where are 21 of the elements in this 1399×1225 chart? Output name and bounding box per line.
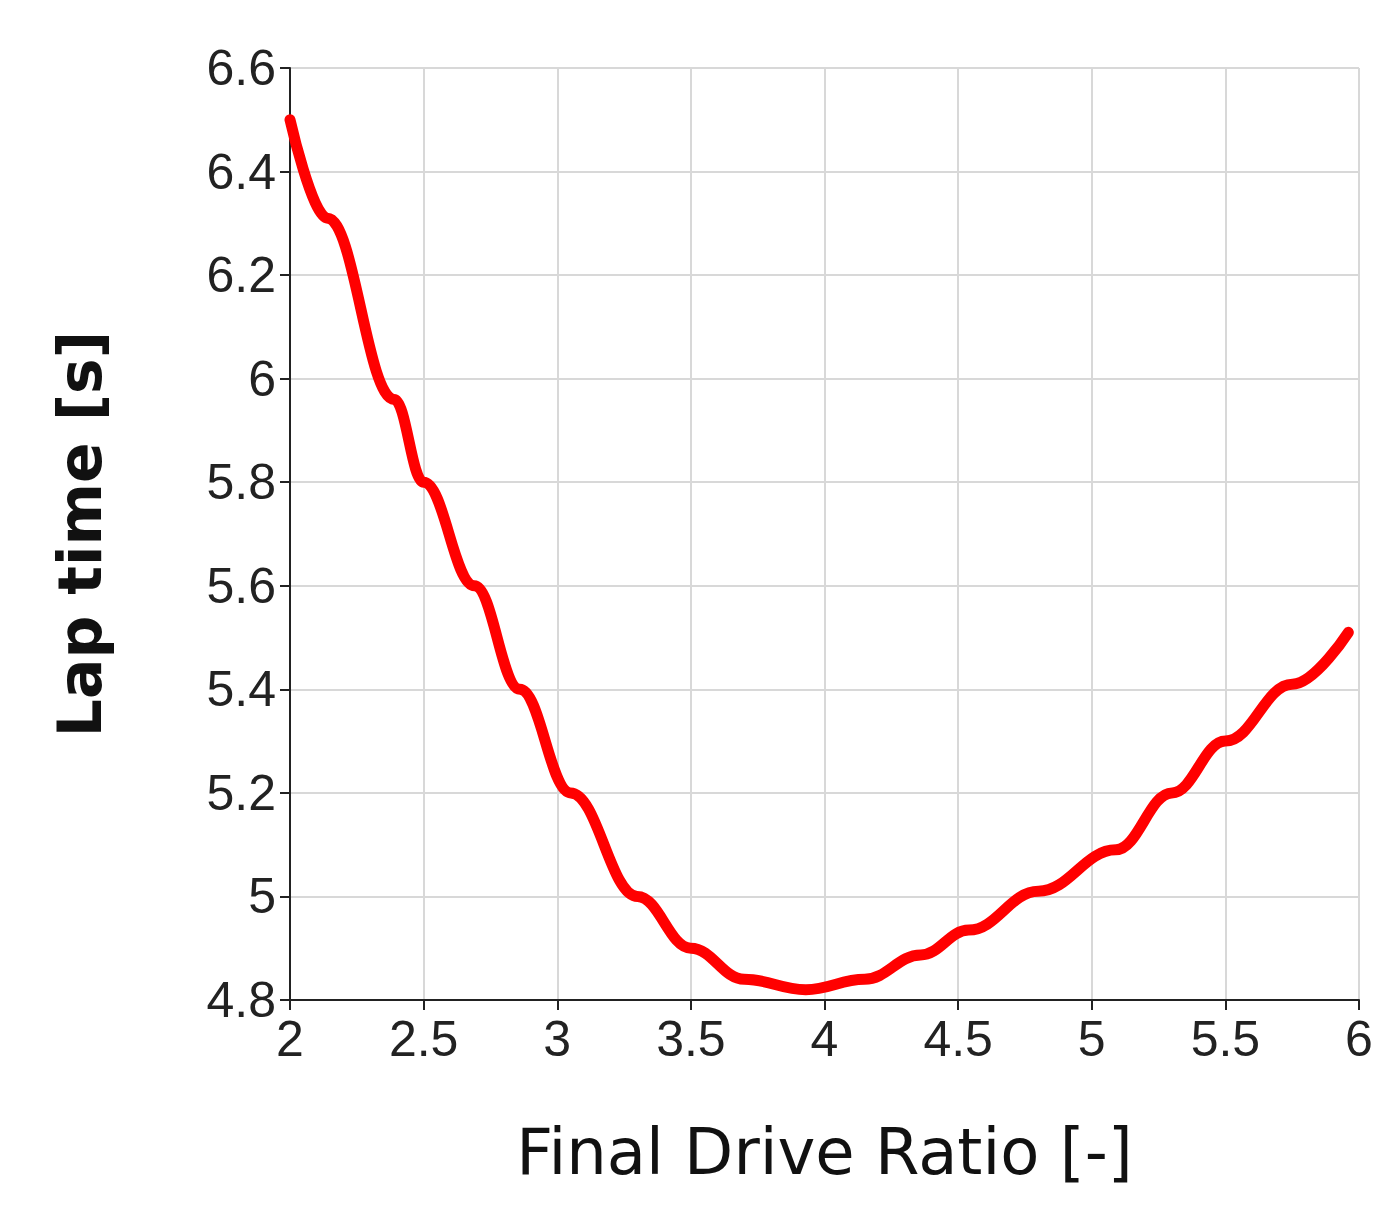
- y-tick-label: 6.2: [206, 247, 276, 304]
- y-tick-label: 6.4: [206, 143, 276, 200]
- y-tick-label: 5.6: [206, 557, 276, 614]
- x-tick-label: 5.5: [1190, 1011, 1261, 1067]
- y-axis-title: Lap time [s]: [45, 330, 115, 738]
- y-tick-label: 5.4: [206, 661, 276, 718]
- y-tick-label: 4.8: [206, 972, 276, 1028]
- x-axis-title: Final Drive Ratio [-]: [516, 1115, 1133, 1189]
- y-tick-label: 6: [248, 350, 276, 407]
- x-tick-label: 2.5: [388, 1011, 459, 1067]
- y-tick-label: 6.6: [206, 40, 276, 96]
- y-tick-label: 5.2: [206, 764, 276, 821]
- x-tick-label: 5: [1077, 1011, 1106, 1067]
- x-tick-label: 3: [543, 1011, 572, 1067]
- x-tick-label: 4.5: [923, 1011, 993, 1067]
- y-tick-label: 5.8: [206, 454, 276, 511]
- x-tick-label: 2: [276, 1011, 304, 1067]
- x-tick-label: 3.5: [656, 1011, 726, 1067]
- x-tick-label: 6: [1345, 1011, 1373, 1067]
- y-tick-label: 5: [248, 868, 276, 925]
- x-tick-label: 4: [810, 1011, 839, 1067]
